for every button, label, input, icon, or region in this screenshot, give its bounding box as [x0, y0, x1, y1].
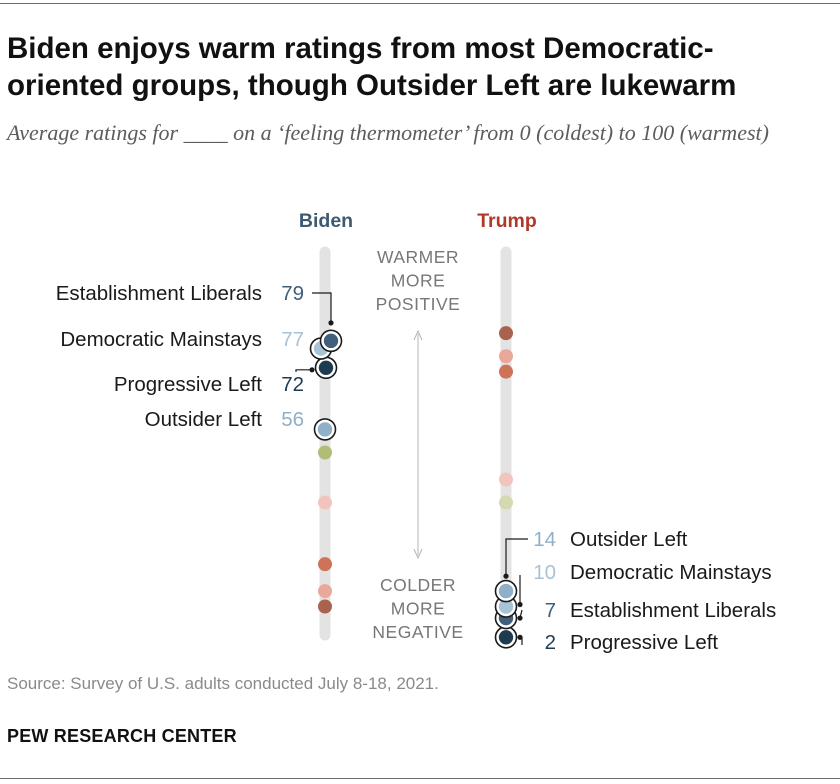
source-note: Source: Survey of U.S. adults conducted …	[7, 674, 439, 693]
biden-progressive-left-leader-tip	[309, 367, 315, 373]
trump-establishment-liberals-value: 7	[545, 599, 556, 622]
trump-progressive-left-leader-tip	[517, 634, 523, 640]
trump-democratic-mainstays-label: Democratic Mainstays	[570, 561, 772, 584]
trump-header: Trump	[477, 210, 537, 232]
trump-other-dot-1	[499, 326, 513, 341]
trump-establishment-liberals-leader-tip	[517, 615, 523, 621]
colder-label-2: MORE	[391, 599, 446, 619]
warmer-label-2: MORE	[391, 271, 446, 291]
biden-other-dot-1	[318, 445, 332, 460]
trump-progressive-left-dot	[498, 630, 514, 645]
biden-progressive-left-leader	[295, 369, 312, 372]
bottom-rule	[0, 778, 840, 779]
colder-label-3: NEGATIVE	[372, 622, 463, 642]
biden-outsider-left-value: 56	[281, 408, 304, 431]
trump-outsider-left-leader-tip	[503, 573, 509, 579]
warmer-label-3: POSITIVE	[376, 294, 461, 314]
trump-outsider-left-value: 14	[533, 528, 556, 551]
arrow-down-icon	[413, 548, 423, 560]
trump-progressive-left-value: 2	[545, 631, 556, 654]
chart-title: Biden enjoys warm ratings from most Demo…	[7, 32, 737, 102]
trump-democratic-mainstays-dot	[498, 599, 514, 614]
warmer-label-1: WARMER	[377, 247, 459, 267]
biden-outsider-left-label: Outsider Left	[145, 408, 263, 431]
top-rule	[0, 3, 840, 4]
chart-subtitle: Average ratings for ____ on a ‘feeling t…	[7, 120, 769, 145]
biden-other-dot-2	[318, 495, 332, 510]
trump-establishment-liberals-label: Establishment Liberals	[570, 599, 776, 622]
biden-democratic-mainstays-value: 77	[281, 328, 304, 351]
trump-other-dot-3	[499, 364, 513, 379]
biden-other-dot-3	[318, 557, 332, 572]
arrow-up-icon	[413, 329, 423, 341]
trump-progressive-left-label: Progressive Left	[570, 631, 718, 654]
trump-outsider-left-label: Outsider Left	[570, 528, 688, 551]
biden-establishment-liberals-value: 79	[281, 282, 304, 305]
trump-other-dot-5	[499, 495, 513, 510]
biden-establishment-liberals-dot	[323, 333, 339, 349]
biden-other-dot-5	[318, 599, 332, 614]
trump-other-dot-2	[499, 349, 513, 364]
pew-credit: PEW RESEARCH CENTER	[7, 726, 237, 746]
trump-outsider-left-dot	[498, 583, 514, 599]
biden-progressive-left-label: Progressive Left	[114, 373, 262, 396]
biden-outsider-left-dot	[317, 422, 333, 437]
biden-establishment-liberals-leader-tip	[328, 320, 334, 326]
biden-establishment-liberals-label: Establishment Liberals	[56, 282, 262, 305]
biden-progressive-left-dot	[318, 360, 334, 375]
biden-democratic-mainstays-label: Democratic Mainstays	[60, 328, 262, 351]
biden-header: Biden	[299, 210, 353, 232]
biden-establishment-liberals-leader	[312, 292, 332, 323]
biden-other-dot-4	[318, 584, 332, 599]
trump-other-dot-4	[499, 472, 513, 487]
colder-label-1: COLDER	[380, 575, 456, 595]
trump-outsider-left-leader	[505, 538, 528, 577]
trump-democratic-mainstays-value: 10	[533, 561, 556, 584]
trump-democratic-mainstays-leader-tip	[517, 601, 523, 608]
biden-progressive-left-value: 72	[281, 373, 304, 396]
